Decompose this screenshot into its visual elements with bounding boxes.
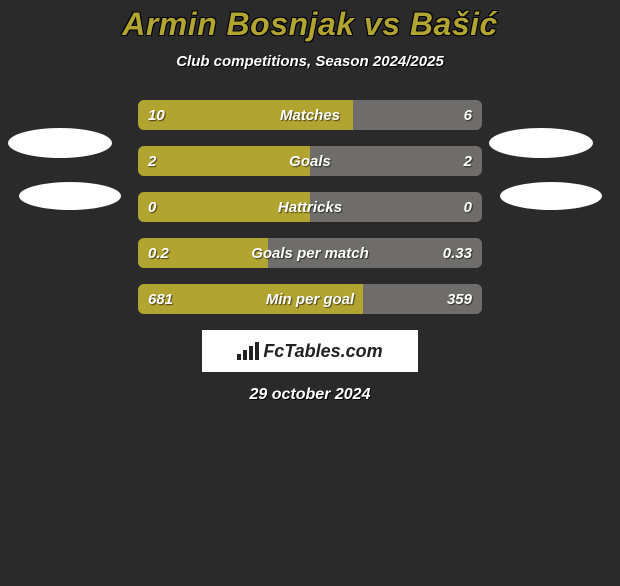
stat-bar-left (138, 100, 353, 130)
player-left-photo-1 (8, 128, 112, 158)
source-logo-text: FcTables.com (263, 341, 382, 362)
stat-row: 22Goals (138, 146, 482, 176)
player-left-photo-2 (19, 182, 121, 210)
player-right-photo-2 (500, 182, 602, 210)
page-subtitle: Club competitions, Season 2024/2025 (0, 53, 620, 70)
player-right-photo-1 (489, 128, 593, 158)
stat-row: 0.20.33Goals per match (138, 238, 482, 268)
stat-bar-right (353, 100, 482, 130)
stat-bar-right (310, 146, 482, 176)
footer-date: 29 october 2024 (0, 386, 620, 404)
stat-bar-right (363, 284, 482, 314)
source-logo: FcTables.com (202, 330, 418, 372)
stat-bar-right (268, 238, 482, 268)
stat-row: 681359Min per goal (138, 284, 482, 314)
page-title: Armin Bosnjak vs Bašić (0, 6, 620, 43)
stat-row: 00Hattricks (138, 192, 482, 222)
stat-bar-left (138, 284, 363, 314)
stat-bar-left (138, 192, 310, 222)
bar-chart-icon (237, 342, 259, 360)
stat-row: 106Matches (138, 100, 482, 130)
stat-bar-left (138, 146, 310, 176)
stat-bar-right (310, 192, 482, 222)
stat-bar-left (138, 238, 268, 268)
